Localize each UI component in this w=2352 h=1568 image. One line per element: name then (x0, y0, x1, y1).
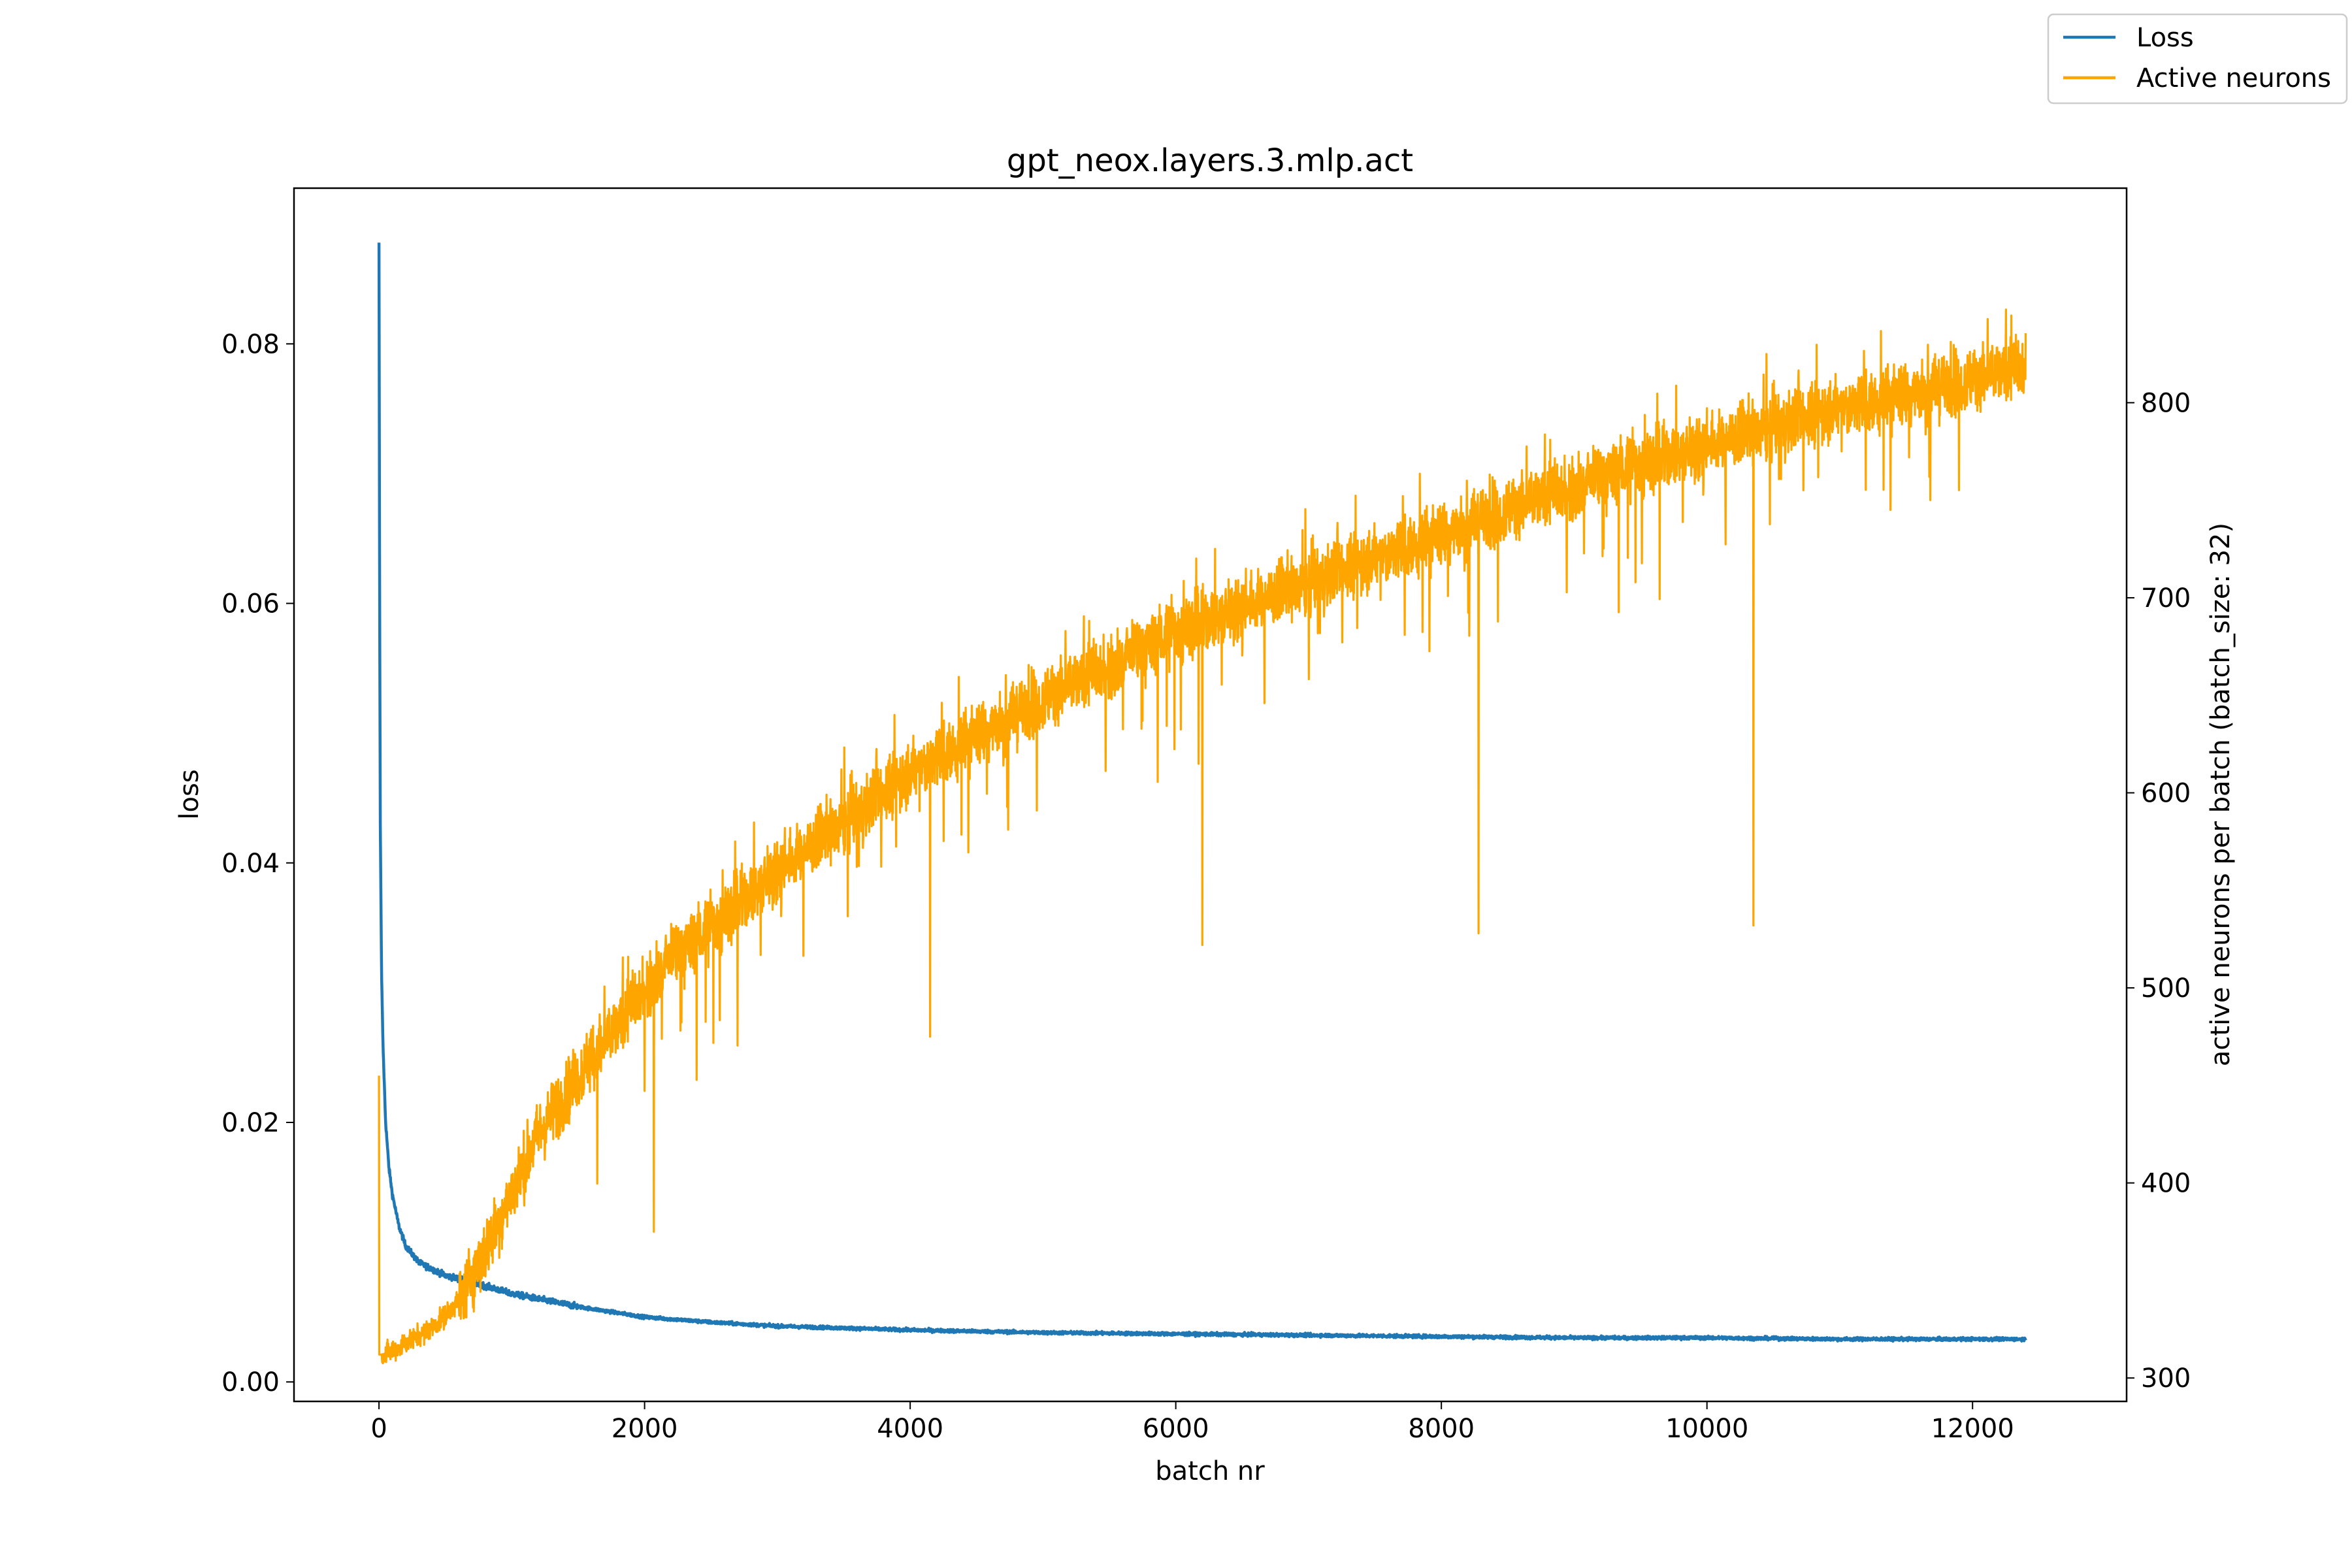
legend-label-active-neurons: Active neurons (2136, 63, 2331, 93)
series-line-loss (377, 242, 2027, 1343)
y-right-tick-label: 400 (2141, 1169, 2191, 1199)
y-left-tick-label: 0.08 (221, 329, 280, 359)
x-tick-label: 0 (370, 1414, 387, 1444)
plot-frame (293, 187, 2128, 1403)
x-tick-label: 10000 (1665, 1414, 1748, 1444)
x-tick-label: 12000 (1931, 1414, 2014, 1444)
x-tick-label: 8000 (1408, 1414, 1475, 1444)
x-tick-label: 2000 (612, 1414, 678, 1444)
y-axis-left-label: loss (174, 769, 204, 819)
y-axis-right-label: active neurons per batch (batch_size: 32… (2206, 523, 2236, 1066)
y-right-tick-label: 700 (2141, 583, 2191, 613)
y-right-tick-label: 600 (2141, 779, 2191, 809)
y-axis-right: 300 400 500 600 700 800 (2127, 388, 2191, 1394)
chart-title: gpt_neox.layers.3.mlp.act (1007, 142, 1413, 179)
y-axis-left: 0.00 0.02 0.04 0.06 0.08 (221, 329, 294, 1397)
x-axis: 0 2000 4000 6000 8000 10000 12000 (370, 1401, 2014, 1444)
y-right-tick-label: 300 (2141, 1364, 2191, 1394)
y-left-tick-label: 0.00 (221, 1367, 280, 1397)
y-left-tick-label: 0.06 (221, 589, 280, 619)
legend: Loss Active neurons (2047, 13, 2348, 105)
y-right-tick-label: 500 (2141, 973, 2191, 1004)
legend-label-loss: Loss (2136, 23, 2194, 53)
x-axis-label: batch nr (1155, 1456, 1265, 1486)
legend-box (2047, 13, 2348, 105)
series-layer (377, 242, 2027, 1365)
x-tick-label: 4000 (877, 1414, 943, 1444)
y-left-tick-label: 0.02 (221, 1108, 280, 1138)
y-left-tick-label: 0.04 (221, 849, 280, 879)
series-line-active-neurons (378, 308, 2027, 1365)
x-tick-label: 6000 (1143, 1414, 1209, 1444)
y-right-tick-label: 800 (2141, 388, 2191, 418)
